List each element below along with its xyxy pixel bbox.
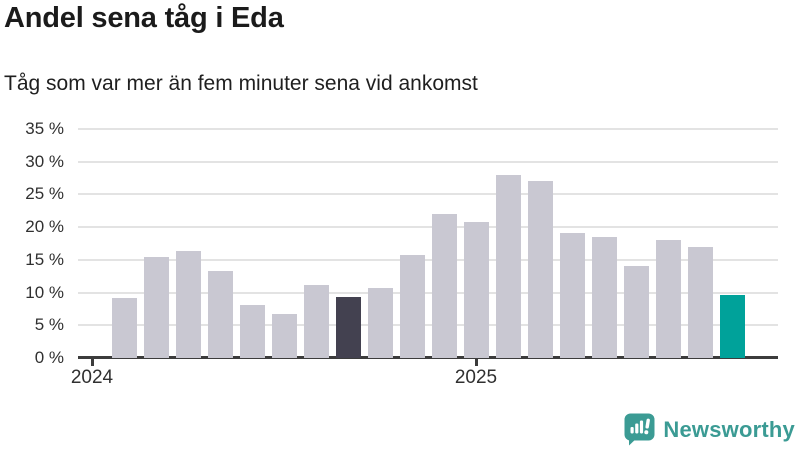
y-tick-label-0: 0 % bbox=[34, 348, 64, 367]
bar-jun-2024 bbox=[239, 305, 265, 358]
bar-okt-2024 bbox=[367, 288, 393, 358]
x-axis-line bbox=[78, 356, 778, 359]
chart-subtitle: Tåg som var mer än fem minuter sena vid … bbox=[4, 72, 478, 95]
y-tick-label-10: 10 % bbox=[25, 282, 64, 302]
bar-jan-2025 bbox=[463, 221, 489, 358]
newsworthy-icon bbox=[624, 413, 656, 446]
gridline-35 bbox=[78, 128, 778, 130]
x-tick-2024 bbox=[90, 359, 94, 366]
bar-jul-2024 bbox=[271, 313, 297, 358]
x-tick-label-2025: 2025 bbox=[454, 367, 498, 388]
gridline-5 bbox=[78, 324, 778, 327]
y-tick-label-5: 5 % bbox=[34, 315, 64, 335]
bar-jun-2025 bbox=[623, 266, 649, 358]
bar-aug-2025 bbox=[687, 247, 713, 358]
gridline-20 bbox=[78, 226, 778, 229]
bar-maj-2024 bbox=[207, 270, 233, 358]
gridline-15 bbox=[78, 258, 778, 261]
bar-dec-2024 bbox=[431, 214, 457, 358]
bar-feb-2024 bbox=[111, 298, 137, 358]
x-tick-2025 bbox=[474, 359, 478, 366]
plot-area: 2024 2025 bbox=[71, 128, 778, 388]
gridline-10 bbox=[78, 291, 778, 294]
y-tick-label-20: 20 % bbox=[25, 217, 64, 237]
y-tick-label-30: 30 % bbox=[25, 151, 64, 171]
newsworthy-logo-text: Newsworthy bbox=[663, 416, 795, 442]
bar-maj-2025 bbox=[591, 236, 617, 358]
gridline-30 bbox=[78, 160, 778, 163]
newsworthy-logo[interactable]: Newsworthy bbox=[624, 413, 795, 446]
y-tick-label-35: 35 % bbox=[25, 119, 64, 138]
bar-aug-2024 bbox=[303, 284, 329, 358]
x-tick-label-2024: 2024 bbox=[70, 367, 114, 388]
bar-apr-2025 bbox=[559, 233, 585, 358]
y-tick-label-15: 15 % bbox=[25, 249, 64, 269]
bar-sep-2025 bbox=[719, 294, 745, 358]
chart-title: Andel sena tåg i Eda bbox=[4, 2, 284, 34]
bar-mar-2025 bbox=[527, 180, 553, 358]
bar-jul-2025 bbox=[655, 239, 681, 358]
bar-mar-2024 bbox=[143, 257, 169, 358]
bar-apr-2024 bbox=[175, 251, 201, 358]
gridline-25 bbox=[78, 193, 778, 196]
bar-feb-2025 bbox=[495, 175, 521, 358]
bar-nov-2024 bbox=[399, 255, 425, 358]
bar-sep-2024 bbox=[335, 296, 361, 358]
y-tick-label-25: 25 % bbox=[25, 184, 64, 204]
